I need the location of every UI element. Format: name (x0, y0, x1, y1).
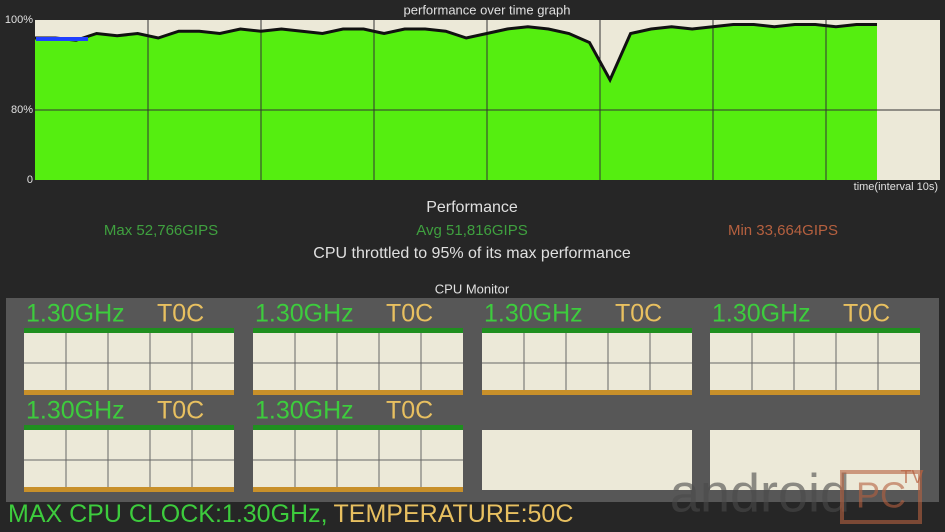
core-top-bar (24, 425, 234, 430)
watermark-badge-frame (840, 470, 922, 524)
core-temperature: T0C (386, 300, 433, 328)
performance-line (35, 23, 877, 84)
graph: 100% 80% 0 (5, 14, 940, 186)
max-performance: Max 52,766GIPS (104, 222, 218, 239)
core-top-bar (482, 328, 692, 333)
core-chart (482, 430, 692, 490)
min-performance: Min 33,664GIPS (728, 222, 838, 239)
y-tick-label: 80% (11, 104, 33, 116)
core-bottom-bar (24, 390, 234, 395)
x-axis-label: time(interval 10s) (854, 181, 938, 193)
avg-performance: Avg 51,816GIPS (416, 222, 527, 239)
max-clock: MAX CPU CLOCK:1.30GHz, (8, 500, 328, 528)
core-bottom-bar (253, 390, 463, 395)
core-bottom-bar (710, 390, 920, 395)
core-frequency: 1.30GHz (26, 397, 125, 425)
temperature: TEMPERATURE:50C (334, 500, 574, 528)
monitor-title: CPU Monitor (435, 281, 510, 296)
y-tick-label: 0 (27, 174, 33, 186)
core-temperature: T0C (157, 300, 204, 328)
performance-title: Performance (426, 199, 518, 216)
core-bottom-bar (482, 390, 692, 395)
core-frequency: 1.30GHz (26, 300, 125, 328)
core-chart (710, 430, 920, 490)
watermark-tv: TV (900, 467, 923, 487)
footer: MAX CPU CLOCK:1.30GHz, TEMPERATURE:50C (8, 500, 573, 528)
core-top-bar (253, 425, 463, 430)
watermark-badge: PC (856, 475, 906, 516)
core-frequency: 1.30GHz (484, 300, 583, 328)
core-frequency: 1.30GHz (255, 397, 354, 425)
performance-area (35, 24, 877, 180)
core-top-bar (253, 328, 463, 333)
core-top-bar (710, 328, 920, 333)
core-temperature: T0C (615, 300, 662, 328)
y-tick-label: 100% (5, 14, 33, 26)
core-bottom-bar (24, 487, 234, 492)
watermark-brand: android (670, 463, 850, 523)
graph-title: performance over time graph (404, 2, 571, 17)
core-temperature: T0C (386, 397, 433, 425)
core-frequency: 1.30GHz (712, 300, 811, 328)
core-temperature: T0C (843, 300, 890, 328)
core-frequency: 1.30GHz (255, 300, 354, 328)
core-temperature: T0C (157, 397, 204, 425)
core-grid: 1.30GHz T0C 1.30GHz T0C 1.30GHz T0C 1.30GHz T0C… (24, 300, 920, 492)
throttle-note: CPU throttled to 95% of its max performa… (313, 245, 631, 262)
core-bottom-bar (253, 487, 463, 492)
core-top-bar (24, 328, 234, 333)
